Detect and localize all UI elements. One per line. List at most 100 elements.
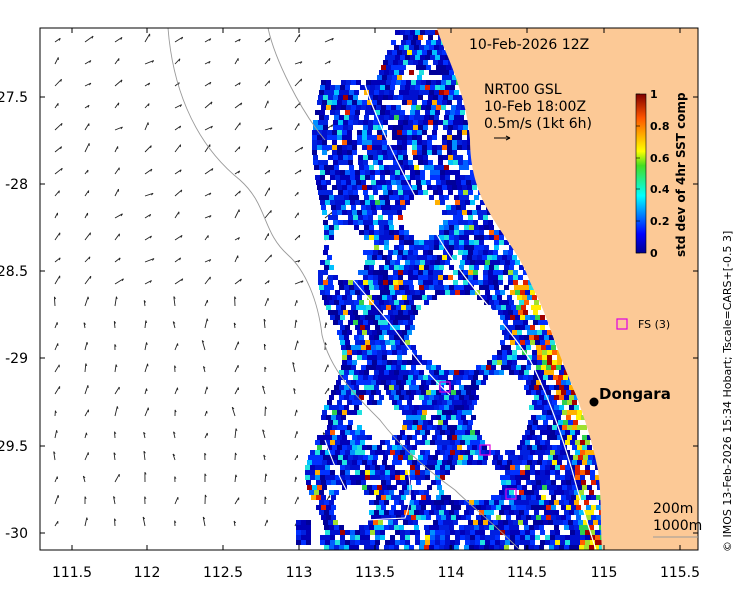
sst-pixel bbox=[493, 275, 498, 280]
sst-pixel bbox=[489, 225, 494, 230]
sst-pixel bbox=[440, 175, 445, 180]
sst-pixel bbox=[442, 445, 447, 450]
sst-pixel bbox=[344, 395, 349, 400]
sst-pixel bbox=[437, 50, 442, 55]
sst-pixel bbox=[385, 55, 390, 60]
sst-pixel bbox=[576, 480, 581, 485]
sst-pixel bbox=[327, 130, 332, 135]
sst-pixel bbox=[541, 380, 546, 385]
sst-pixel bbox=[341, 305, 346, 310]
sst-pixel bbox=[427, 185, 432, 190]
current-arrow bbox=[54, 476, 58, 483]
sst-pixel bbox=[520, 475, 525, 480]
sst-pixel bbox=[468, 160, 473, 165]
sst-pixel bbox=[567, 410, 572, 415]
sst-pixel bbox=[450, 540, 455, 545]
sst-pixel bbox=[518, 310, 523, 315]
sst-pixel bbox=[320, 290, 325, 295]
current-arrow-head bbox=[297, 260, 301, 263]
sst-pixel bbox=[348, 320, 353, 325]
sst-pixel bbox=[435, 530, 440, 535]
sst-pixel bbox=[390, 535, 395, 540]
current-arrow-head bbox=[237, 237, 240, 240]
sst-pixel bbox=[374, 385, 379, 390]
sst-pixel bbox=[368, 220, 373, 225]
sst-pixel bbox=[575, 430, 580, 435]
sst-pixel bbox=[484, 545, 489, 550]
sst-pixel bbox=[398, 280, 403, 285]
sst-pixel bbox=[389, 395, 394, 400]
sst-pixel bbox=[569, 510, 574, 515]
current-arrow bbox=[84, 60, 92, 65]
current-arrow bbox=[54, 232, 61, 241]
sst-pixel bbox=[387, 185, 392, 190]
sst-pixel bbox=[560, 450, 565, 455]
sst-pixel bbox=[515, 470, 520, 475]
sst-pixel bbox=[565, 535, 570, 540]
sst-pixel bbox=[543, 375, 548, 380]
sst-pixel bbox=[368, 280, 373, 285]
sst-pixel bbox=[362, 185, 367, 190]
sst-pixel bbox=[453, 455, 458, 460]
sst-pixel bbox=[576, 505, 581, 510]
sst-pixel bbox=[557, 425, 562, 430]
sst-pixel bbox=[393, 270, 398, 275]
sst-pixel bbox=[363, 275, 368, 280]
sst-pixel bbox=[482, 210, 487, 215]
sst-pixel bbox=[536, 365, 541, 370]
sst-pixel bbox=[505, 530, 510, 535]
sst-pixel bbox=[403, 60, 408, 65]
sst-pixel bbox=[394, 235, 399, 240]
sst-pixel bbox=[443, 155, 448, 160]
sst-pixel bbox=[367, 485, 372, 490]
sst-pixel bbox=[527, 435, 532, 440]
sst-pixel bbox=[433, 520, 438, 525]
sst-pixel bbox=[318, 120, 323, 125]
sst-pixel bbox=[486, 505, 491, 510]
sst-pixel bbox=[373, 455, 378, 460]
sst-pixel bbox=[386, 180, 391, 185]
sst-pixel bbox=[340, 470, 345, 475]
sst-pixel bbox=[450, 440, 455, 445]
sst-pixel bbox=[387, 210, 392, 215]
sst-pixel bbox=[408, 160, 413, 165]
sst-pixel bbox=[430, 535, 435, 540]
sst-pixel bbox=[451, 80, 456, 85]
sst-pixel bbox=[421, 415, 426, 420]
sst-pixel bbox=[361, 105, 366, 110]
sst-pixel bbox=[450, 530, 455, 535]
sst-pixel bbox=[427, 150, 432, 155]
sst-pixel bbox=[488, 280, 493, 285]
sst-pixel bbox=[408, 120, 413, 125]
sst-pixel bbox=[401, 345, 406, 350]
sst-pixel bbox=[429, 510, 434, 515]
sst-pixel bbox=[472, 210, 477, 215]
sst-pixel bbox=[379, 370, 384, 375]
sst-pixel bbox=[378, 95, 383, 100]
sst-pixel bbox=[340, 325, 345, 330]
sst-pixel bbox=[400, 110, 405, 115]
sst-pixel bbox=[542, 485, 547, 490]
sst-pixel bbox=[407, 140, 412, 145]
sst-pixel bbox=[360, 290, 365, 295]
sst-pixel bbox=[560, 465, 565, 470]
sst-pixel bbox=[374, 335, 379, 340]
sst-pixel bbox=[462, 255, 467, 260]
sst-pixel bbox=[352, 460, 357, 465]
sst-pixel bbox=[317, 185, 322, 190]
sst-pixel bbox=[370, 260, 375, 265]
sst-pixel bbox=[431, 480, 436, 485]
sst-pixel bbox=[580, 530, 585, 535]
sst-pixel bbox=[348, 125, 353, 130]
sst-pixel bbox=[318, 95, 323, 100]
sst-pixel bbox=[465, 260, 470, 265]
sst-pixel bbox=[584, 545, 589, 550]
sst-pixel bbox=[360, 315, 365, 320]
sst-pixel bbox=[413, 275, 418, 280]
sst-pixel bbox=[390, 110, 395, 115]
sst-pixel bbox=[352, 145, 357, 150]
sst-pixel bbox=[318, 275, 323, 280]
sst-pixel bbox=[363, 160, 368, 165]
sst-pixel bbox=[385, 470, 390, 475]
sst-pixel bbox=[370, 170, 375, 175]
